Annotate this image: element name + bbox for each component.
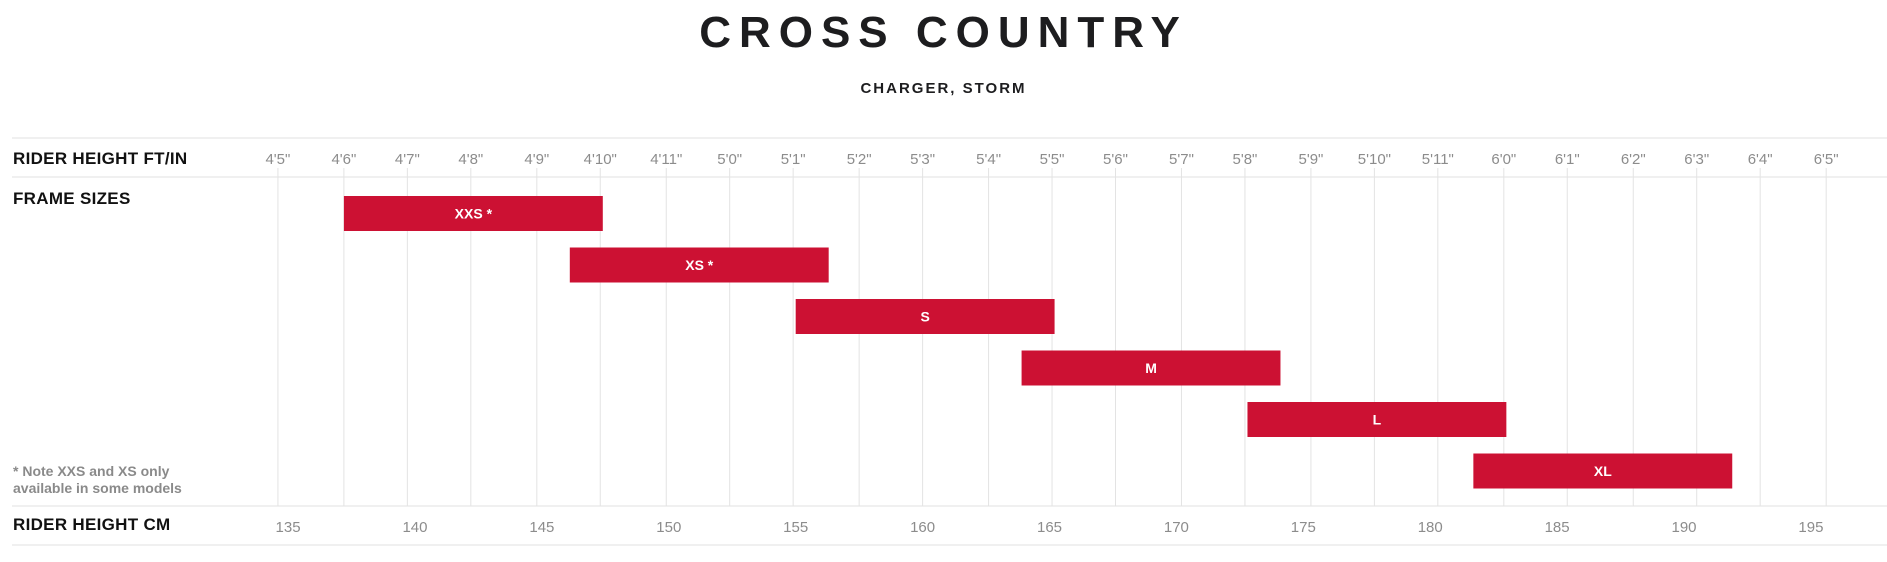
frame-size-bar (795, 299, 1055, 334)
ft-tick-label: 4'9" (524, 151, 549, 168)
cm-tick-label: 140 (402, 519, 427, 536)
frame-size-bar (1247, 402, 1507, 437)
ft-tick-label: 6'0" (1491, 151, 1516, 168)
frame-size-label: XS * (685, 257, 714, 273)
ft-tick-label: 5'5" (1040, 151, 1065, 168)
ft-tick-label: 5'0" (717, 151, 742, 168)
ft-tick-label: 5'10" (1358, 151, 1391, 168)
cm-tick-label: 190 (1672, 519, 1697, 536)
ft-tick-label: 5'8" (1232, 151, 1257, 168)
ft-tick-label: 5'6" (1103, 151, 1128, 168)
cm-tick-label: 135 (276, 519, 301, 536)
chart-subtitle: CHARGER, STORM (860, 80, 1027, 97)
cm-tick-label: 185 (1545, 519, 1570, 536)
frame-size-label: M (1145, 360, 1157, 376)
cm-tick-label: 160 (910, 519, 935, 536)
frame-size-label: XXS * (455, 206, 493, 222)
frame-size-bar (1021, 350, 1281, 386)
cm-tick-label: 145 (529, 519, 554, 536)
cm-tick-label: 180 (1418, 519, 1443, 536)
ft-tick-label: 5'11" (1422, 151, 1454, 168)
frame-size-label: XL (1594, 463, 1612, 479)
ft-row-label: RIDER HEIGHT FT/IN (13, 149, 188, 168)
ft-tick-label: 4'10" (584, 151, 617, 168)
ft-tick-label: 4'6" (331, 151, 356, 168)
ft-tick-label: 6'3" (1684, 151, 1709, 168)
ft-tick-label: 4'8" (458, 151, 483, 168)
frame-size-label: S (920, 309, 929, 325)
cm-tick-label: 165 (1037, 519, 1062, 536)
cm-tick-label: 150 (656, 519, 681, 536)
ft-tick-label: 5'1" (781, 151, 806, 168)
frame-sizes-label: FRAME SIZES (13, 189, 131, 208)
chart-title: CROSS COUNTRY (699, 8, 1188, 57)
ft-tick-label: 5'2" (847, 151, 872, 168)
cm-tick-label: 195 (1798, 519, 1823, 536)
ft-tick-label: 6'1" (1555, 151, 1580, 168)
cm-tick-label: 175 (1291, 519, 1316, 536)
frame-size-label: L (1373, 412, 1382, 428)
ft-tick-label: 4'7" (395, 151, 420, 168)
ft-tick-label: 5'3" (910, 151, 935, 168)
cm-row-label: RIDER HEIGHT CM (13, 515, 171, 534)
frame-size-bar (1473, 453, 1733, 489)
ft-tick-label: 4'11" (650, 151, 682, 168)
ft-tick-label: 6'5" (1814, 151, 1839, 168)
cm-tick-label: 155 (783, 519, 808, 536)
ft-tick-label: 6'2" (1621, 151, 1646, 168)
ft-tick-label: 5'9" (1298, 151, 1323, 168)
frame-size-bar (569, 247, 829, 283)
ft-tick-label: 4'5" (265, 151, 290, 168)
availability-note: * Note XXS and XS only available in some… (13, 463, 182, 496)
cm-tick-label: 170 (1164, 519, 1189, 536)
frame-size-bar (343, 196, 603, 231)
ft-tick-label: 5'7" (1169, 151, 1194, 168)
ft-tick-label: 5'4" (976, 151, 1001, 168)
ft-tick-label: 6'4" (1748, 151, 1773, 168)
